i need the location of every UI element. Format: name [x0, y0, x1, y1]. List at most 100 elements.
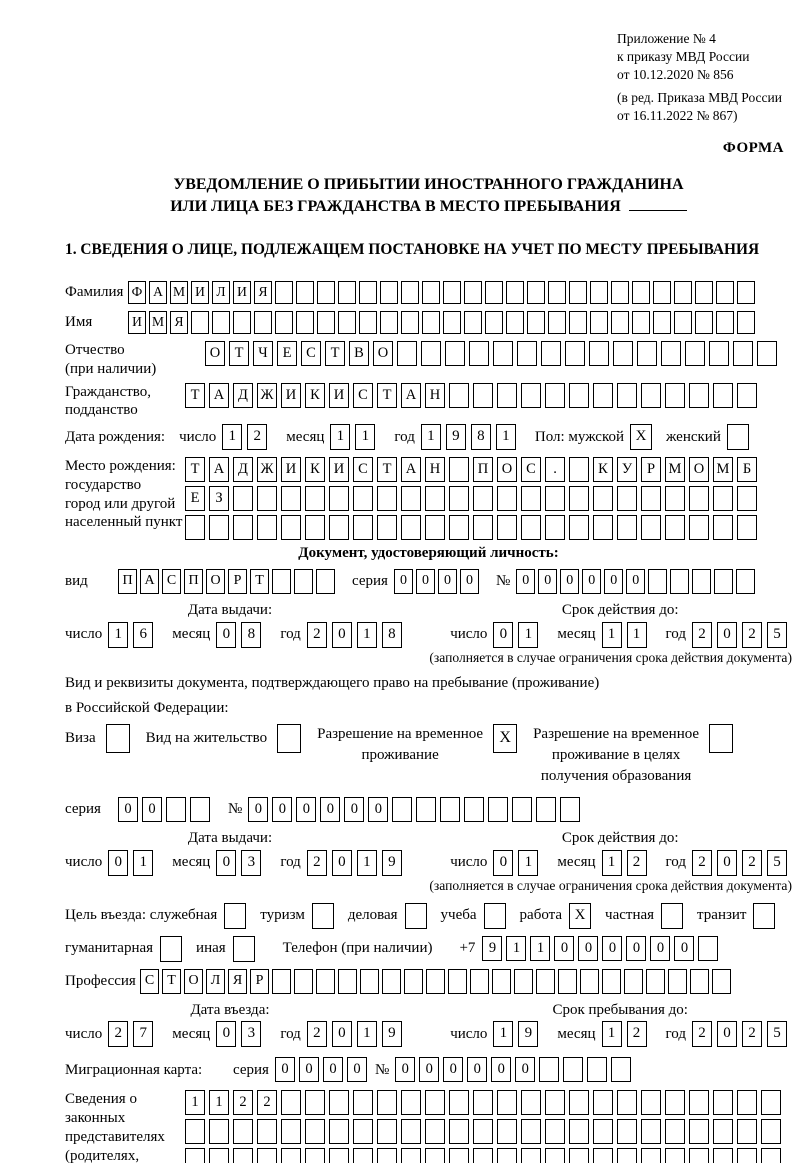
profession-boxes-cell-9[interactable] — [316, 968, 335, 994]
firstname-boxes-cell-20[interactable] — [527, 311, 545, 334]
purpose-study-checkbox[interactable] — [483, 902, 506, 929]
surname-boxes-cell-21[interactable] — [548, 281, 566, 304]
citizenship-boxes-cell-23[interactable] — [713, 382, 733, 408]
surname-boxes-cell-10[interactable] — [317, 281, 335, 304]
residence-valid-month-boxes-cell-1[interactable]: 1 — [601, 849, 622, 876]
patronymic-boxes-cell-2[interactable]: Т — [229, 341, 249, 366]
identity-doc-kind-boxes-cell-2[interactable]: А — [140, 568, 159, 594]
representatives-row3-boxes[interactable] — [185, 1148, 785, 1163]
residence-valid-month-boxes-cell-2[interactable]: 2 — [626, 849, 647, 876]
purpose-tourism-checkbox[interactable] — [311, 902, 334, 929]
birthplace-row3-boxes-cell-12[interactable] — [449, 515, 469, 540]
representatives-row2-boxes[interactable] — [185, 1119, 785, 1145]
citizenship-boxes-cell-15[interactable] — [521, 382, 541, 408]
birthplace-row2-boxes-cell-9[interactable] — [377, 486, 397, 511]
identity-doc-number-boxes-cell-1[interactable]: 0 — [516, 568, 536, 594]
patronymic-boxes-cell-11[interactable] — [445, 341, 465, 366]
residence-number-boxes-cell-6[interactable]: 0 — [368, 796, 389, 822]
patronymic-boxes-cell-23[interactable] — [733, 341, 753, 366]
identity-valid-day-boxes-cell-2[interactable]: 1 — [518, 621, 539, 648]
migration-number-boxes-cell-1[interactable]: 0 — [395, 1057, 416, 1083]
birthplace-row1-boxes-cell-3[interactable]: Д — [233, 457, 253, 482]
surname-boxes-cell-26[interactable] — [653, 281, 671, 304]
surname-boxes-cell-11[interactable] — [338, 281, 356, 304]
purpose-private-checkbox[interactable] — [661, 902, 684, 929]
representatives-row2-boxes-cell-14[interactable] — [497, 1119, 517, 1145]
patronymic-boxes-cell-5[interactable]: С — [301, 341, 321, 366]
citizenship-boxes-cell-16[interactable] — [545, 382, 565, 408]
profession-boxes-cell-8[interactable] — [294, 968, 313, 994]
representatives-row1-boxes-cell-22[interactable] — [689, 1090, 709, 1116]
representatives-row3-boxes-cell-23[interactable] — [713, 1148, 733, 1163]
residence-valid-year-boxes-cell-3[interactable]: 2 — [742, 849, 762, 876]
entry-year-boxes-cell-1[interactable]: 2 — [306, 1021, 327, 1048]
migration-number-boxes-cell-3[interactable]: 0 — [443, 1057, 464, 1083]
birthplace-row1-boxes-cell-14[interactable]: О — [497, 457, 517, 482]
representatives-row3-boxes-cell-12[interactable] — [449, 1148, 469, 1163]
identity-issue-day-boxes-cell-2[interactable]: 6 — [133, 621, 154, 648]
profession-boxes-cell-3[interactable]: О — [184, 968, 203, 994]
birthplace-row3-boxes-cell-23[interactable] — [713, 515, 733, 540]
representatives-row1-boxes-cell-23[interactable] — [713, 1090, 733, 1116]
residence-number-boxes-cell-8[interactable] — [416, 796, 437, 822]
stay-year-boxes-cell-2[interactable]: 0 — [717, 1021, 737, 1048]
citizenship-boxes-cell-10[interactable]: А — [401, 382, 421, 408]
birthplace-row1-boxes-cell-16[interactable]: . — [545, 457, 565, 482]
surname-boxes-cell-13[interactable] — [380, 281, 398, 304]
birthplace-row3-boxes-cell-16[interactable] — [545, 515, 565, 540]
birthplace-row1-boxes-cell-2[interactable]: А — [209, 457, 229, 482]
surname-boxes-cell-20[interactable] — [527, 281, 545, 304]
birthplace-row2-boxes-cell-6[interactable] — [305, 486, 325, 511]
birthplace-row1-boxes-cell-12[interactable] — [449, 457, 469, 482]
purpose-other-checkbox[interactable] — [232, 935, 255, 962]
firstname-boxes-cell-7[interactable] — [254, 311, 272, 334]
representatives-row3-boxes-cell-9[interactable] — [377, 1148, 397, 1163]
citizenship-boxes-cell-14[interactable] — [497, 382, 517, 408]
residence-series-boxes-cell-3[interactable] — [166, 796, 186, 822]
temporary-residence-checkbox[interactable]: X — [493, 723, 518, 753]
birthplace-row3-boxes-cell-10[interactable] — [401, 515, 421, 540]
migration-series-boxes-cell-1[interactable]: 0 — [274, 1057, 295, 1083]
representatives-row1-boxes-cell-8[interactable] — [353, 1090, 373, 1116]
residence-permit-checkbox-cell-1[interactable] — [277, 723, 302, 753]
birthplace-row2-boxes-cell-4[interactable] — [257, 486, 277, 511]
representatives-row2-boxes-cell-16[interactable] — [545, 1119, 565, 1145]
birthplace-row3-boxes-cell-1[interactable] — [185, 515, 205, 540]
representatives-row3-boxes-cell-14[interactable] — [497, 1148, 517, 1163]
birthplace-row2-boxes-cell-20[interactable] — [641, 486, 661, 511]
identity-doc-kind-boxes-cell-1[interactable]: П — [118, 568, 137, 594]
birthplace-row2-boxes-cell-17[interactable] — [569, 486, 589, 511]
birthplace-row3-boxes-cell-20[interactable] — [641, 515, 661, 540]
identity-doc-kind-boxes-cell-3[interactable]: С — [162, 568, 181, 594]
patronymic-boxes-cell-7[interactable]: В — [349, 341, 369, 366]
migration-series-boxes-cell-4[interactable]: 0 — [346, 1057, 367, 1083]
profession-boxes-cell-22[interactable] — [602, 968, 621, 994]
firstname-boxes-cell-9[interactable] — [296, 311, 314, 334]
representatives-row1-boxes-cell-5[interactable] — [281, 1090, 301, 1116]
birthplace-row2-boxes-cell-14[interactable] — [497, 486, 517, 511]
residence-valid-year-boxes-cell-1[interactable]: 2 — [692, 849, 712, 876]
representatives-row3-boxes-cell-24[interactable] — [737, 1148, 757, 1163]
birthplace-row2-boxes-cell-12[interactable] — [449, 486, 469, 511]
representatives-row3-boxes-cell-21[interactable] — [665, 1148, 685, 1163]
firstname-boxes-cell-19[interactable] — [506, 311, 524, 334]
identity-doc-kind-boxes-cell-10[interactable] — [316, 568, 335, 594]
residence-number-boxes-cell-3[interactable]: 0 — [296, 796, 317, 822]
residence-issue-year-boxes-cell-2[interactable]: 0 — [331, 849, 352, 876]
identity-doc-number-boxes-cell-3[interactable]: 0 — [560, 568, 580, 594]
identity-valid-month-boxes-cell-2[interactable]: 1 — [626, 621, 647, 648]
representatives-row3-boxes-cell-11[interactable] — [425, 1148, 445, 1163]
patronymic-boxes-cell-10[interactable] — [421, 341, 441, 366]
birthplace-row2-boxes-cell-10[interactable] — [401, 486, 421, 511]
birthplace-row3-boxes-cell-7[interactable] — [329, 515, 349, 540]
birthplace-row2-boxes-cell-21[interactable] — [665, 486, 685, 511]
representatives-row2-boxes-cell-9[interactable] — [377, 1119, 397, 1145]
